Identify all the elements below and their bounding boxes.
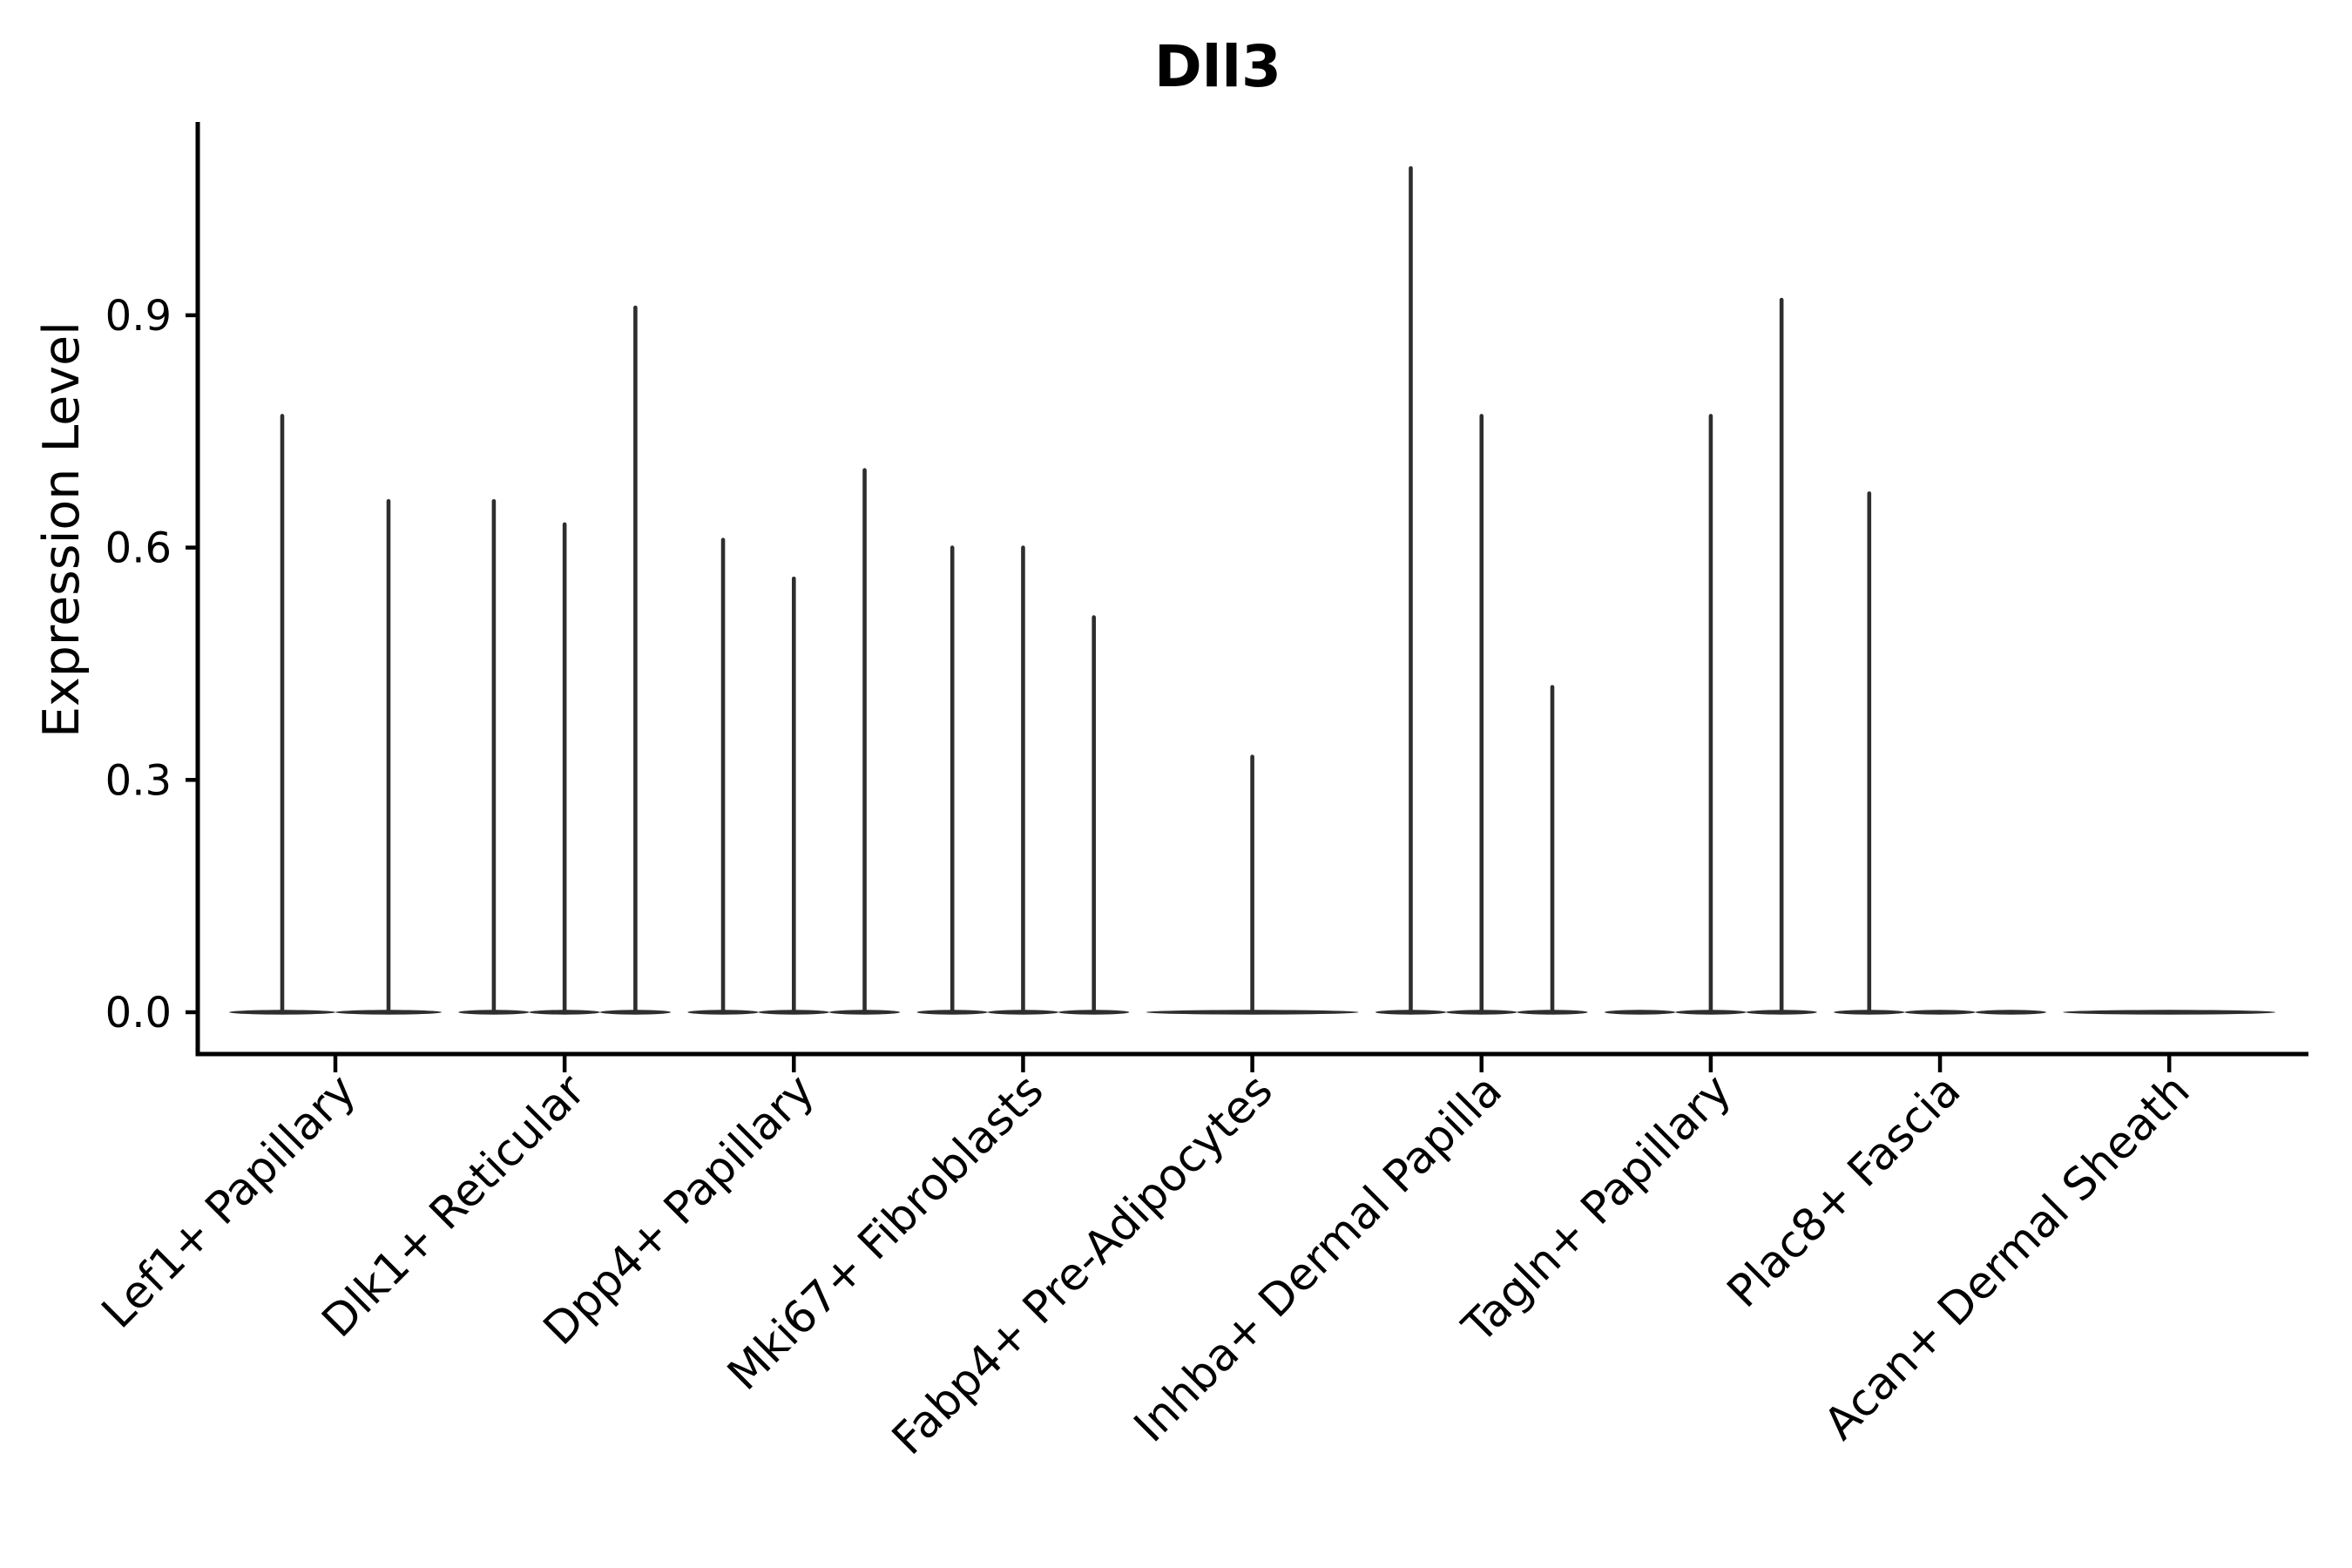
x-tick-label: Fabp4+ Pre-Adipocytes xyxy=(882,1064,1282,1464)
violin-baseline-lens xyxy=(1604,1010,1676,1015)
violin-baseline-lens xyxy=(1904,1010,1976,1015)
x-tick-label: Lef1+ Papillary xyxy=(92,1064,366,1338)
y-tick-label: 0.0 xyxy=(105,989,172,1037)
x-tick-label: Plac8+ Fascia xyxy=(1718,1064,1970,1317)
plot-title: Dll3 xyxy=(1154,33,1281,100)
axes-layer xyxy=(186,122,2308,1072)
violin-baseline-lens xyxy=(1975,1010,2046,1015)
violin-baseline-lens xyxy=(2063,1010,2276,1015)
y-tick-label: 0.3 xyxy=(105,756,172,805)
y-axis-label: Expression Level xyxy=(33,321,91,738)
y-tick-label: 0.6 xyxy=(105,524,172,573)
y-tick-label: 0.9 xyxy=(105,292,172,341)
x-tick-label: Inhba+ Dermal Papilla xyxy=(1125,1064,1512,1452)
violin-spikes-layer xyxy=(280,166,1872,1015)
x-tick-label: Acan+ Dermal Sheath xyxy=(1815,1064,2200,1450)
